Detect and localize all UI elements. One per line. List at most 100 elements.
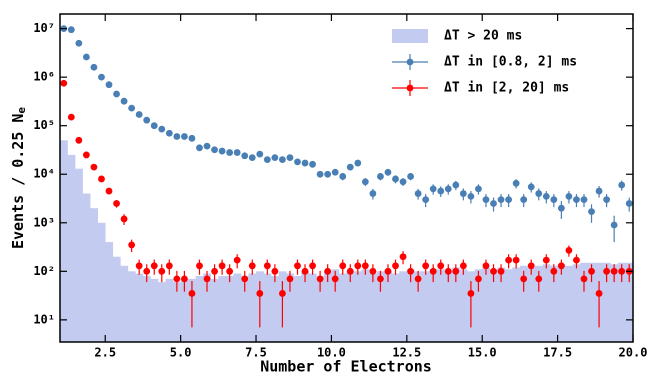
legend-label: ΔT in [0.8, 2] ms <box>444 55 577 70</box>
data-point <box>173 275 181 283</box>
data-point <box>565 246 573 254</box>
data-point <box>271 267 279 275</box>
histogram-bar <box>105 242 114 342</box>
data-point <box>309 262 316 270</box>
data-point <box>211 146 218 154</box>
data-point <box>354 159 362 167</box>
data-point <box>143 116 151 124</box>
histogram-bar <box>519 265 528 342</box>
data-point <box>90 63 98 71</box>
data-point <box>158 125 166 133</box>
data-point <box>361 178 369 186</box>
data-point <box>610 221 618 229</box>
histogram-bar <box>421 271 430 342</box>
data-point <box>377 173 384 180</box>
plot-frame <box>59 13 634 343</box>
data-point <box>346 163 354 171</box>
data-point <box>233 256 241 264</box>
data-point <box>120 97 128 105</box>
data-point <box>535 190 543 197</box>
y-tick-label: 10³ <box>33 215 55 229</box>
data-point <box>120 215 128 223</box>
data-point <box>392 262 399 270</box>
x-tick-label: 7.5 <box>245 346 267 360</box>
data-point <box>241 152 249 160</box>
histogram-bar <box>82 193 91 342</box>
data-point <box>113 200 120 207</box>
histogram-bar <box>489 269 498 342</box>
y-tick-label: 10⁷ <box>33 21 55 35</box>
histogram-bar <box>580 262 589 342</box>
data-point <box>248 154 256 162</box>
histogram-bar <box>286 273 295 342</box>
histogram-bar <box>173 282 181 342</box>
histogram-bar <box>534 265 543 342</box>
y-tick-label: 10⁵ <box>33 118 55 132</box>
histogram-bar <box>263 273 272 342</box>
data-point <box>90 163 98 171</box>
data-point <box>196 262 203 270</box>
data-point <box>316 170 324 178</box>
data-point <box>588 267 595 275</box>
data-point <box>354 262 362 270</box>
histogram-bar <box>195 276 204 342</box>
histogram-bar <box>617 262 626 342</box>
histogram-bar <box>142 276 151 342</box>
histogram-bar <box>459 269 468 342</box>
data-point <box>188 290 196 297</box>
data-point <box>618 181 626 189</box>
data-point <box>610 267 618 275</box>
histogram-bar <box>391 273 400 342</box>
data-point <box>165 129 173 137</box>
data-point <box>301 267 309 275</box>
data-point <box>475 185 482 193</box>
histogram-bar <box>406 269 415 342</box>
data-point <box>188 134 196 142</box>
data-point <box>128 104 136 112</box>
data-point <box>422 196 430 204</box>
data-point <box>135 262 143 270</box>
y-axis-label-subscript: e <box>15 107 28 114</box>
data-point <box>588 208 595 215</box>
histogram-bar <box>497 267 506 342</box>
data-point <box>399 178 407 186</box>
data-point <box>203 142 211 150</box>
y-axis-label-main: Events / 0.25 N <box>9 114 27 249</box>
data-point <box>384 168 392 176</box>
histogram-bar <box>180 278 189 342</box>
data-point <box>158 267 166 275</box>
data-point <box>407 267 414 275</box>
x-tick-label: 10.0 <box>317 346 346 360</box>
data-point <box>497 196 505 204</box>
data-point <box>437 262 445 270</box>
data-point <box>105 187 113 195</box>
data-point <box>324 267 332 275</box>
data-point <box>505 196 512 204</box>
data-point <box>82 151 90 159</box>
data-point <box>377 275 384 283</box>
data-point <box>542 192 550 200</box>
data-point <box>241 275 249 283</box>
data-point <box>565 192 573 200</box>
histogram-bar <box>233 273 242 342</box>
data-point <box>181 133 188 140</box>
data-point <box>301 159 309 167</box>
data-point <box>625 200 633 207</box>
data-point <box>143 267 151 275</box>
histogram-bar <box>572 264 581 342</box>
data-point <box>414 190 422 197</box>
histogram-bar <box>610 264 619 342</box>
data-point <box>429 267 437 275</box>
histogram-bar <box>150 278 159 342</box>
data-point <box>550 267 558 275</box>
histogram-bar <box>444 271 453 342</box>
histogram-bar <box>565 265 573 342</box>
data-point <box>98 73 105 81</box>
data-point <box>203 275 211 283</box>
data-point <box>527 183 535 191</box>
y-tick-label: 10⁶ <box>33 70 55 84</box>
data-point <box>233 149 241 156</box>
data-point <box>256 290 264 297</box>
histogram-bar <box>203 273 212 342</box>
